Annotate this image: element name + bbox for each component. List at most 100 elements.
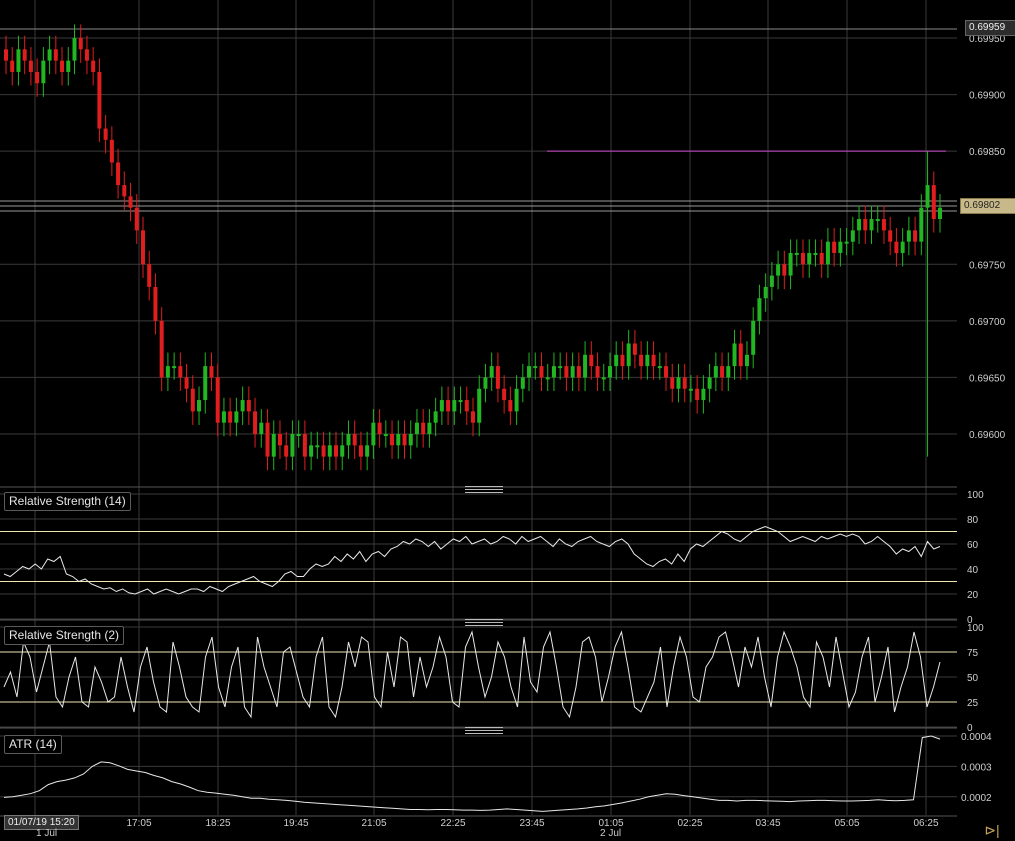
candle-body [91,60,96,72]
y-tick-label: 20 [967,590,979,601]
candle-body [564,366,569,378]
atr-title: ATR (14) [4,735,62,754]
candle-body [35,71,40,84]
rsi2-panel[interactable] [0,630,957,719]
candle-body [651,354,656,367]
y-tick-label: 100 [967,623,984,634]
candle-body [97,71,102,129]
candle-body [558,366,563,369]
y-tick-label: 0 [967,723,973,734]
candle-body [657,366,662,369]
candle-body [844,241,849,244]
candle-body [464,400,469,412]
candle-body [713,366,718,378]
candle-body [128,196,133,208]
candle-body [277,434,282,446]
candle-body [551,366,556,378]
candle-body [857,219,862,231]
candle-body [16,49,21,72]
candle-body [147,264,152,287]
date-label-2: 2 Jul [600,828,622,839]
cursor-time-label: 01/07/19 15:20 [4,815,79,830]
candle-body [813,252,818,255]
candle-body [271,434,276,457]
candle-body [421,422,426,434]
y-tick-label: 0.69700 [969,317,1006,328]
axis-labels: 17:05 18:25 19:45 21:05 22:25 23:45 01:05 02:25… [126,34,1005,829]
y-tick-label: 0 [967,615,973,626]
panel-splitter[interactable] [465,619,503,626]
rsi14-panel[interactable] [0,525,957,595]
candle-body [408,434,413,446]
y-tick-label: 0.0004 [961,732,992,743]
candle-body [427,422,432,434]
candle-body [302,434,307,457]
candle-body [888,230,893,242]
candle-body [483,377,488,389]
candle-body [688,388,693,391]
candle-body [165,366,170,378]
candle-body [720,366,725,378]
candle-body [334,445,339,457]
candle-body [203,366,208,401]
candle-body [776,264,781,276]
candle-body [863,219,868,231]
y-tick-label: 40 [967,565,979,576]
y-tick-label: 60 [967,540,979,551]
candle-body [296,434,301,436]
x-tick-label: 06:25 [913,818,938,829]
candle-body [477,388,482,423]
candle-body [471,411,475,423]
candle-body [726,366,731,378]
candle-body [832,241,837,253]
candle-body [290,434,295,457]
skip-to-end-icon[interactable]: ⊳| [984,822,1000,838]
candle-body [78,38,83,50]
candle-body [801,252,806,265]
y-tick-label: 0.0003 [961,762,992,773]
candle-body [782,264,787,276]
candle-body [184,377,189,389]
candle-body [489,366,494,378]
candle-body [197,400,202,412]
x-tick-label: 02:25 [677,818,702,829]
candle-body [172,366,177,369]
candle-body [66,60,71,72]
atr-panel[interactable] [3,735,941,812]
y-tick-label: 0.69950 [969,34,1006,45]
candle-body [315,445,320,448]
candle-body [22,49,27,61]
candle-body [900,241,905,253]
price-panel[interactable] [0,24,957,471]
candle-body [321,445,326,457]
candle-body [938,207,942,220]
candle-body [881,219,886,231]
candle-body [253,411,258,434]
candle-body [346,434,351,446]
candle-body [919,207,924,242]
candle-body [838,241,843,253]
candle-body [47,49,52,61]
panel-splitter[interactable] [465,486,503,493]
candle-body [352,434,357,446]
candle-body [788,252,793,276]
candle-body [632,343,637,355]
candle-body [695,388,700,401]
candle-body [153,286,158,321]
high-price-tag: 0.69959 [965,20,1015,36]
series-line [3,525,941,595]
candle-body [371,422,376,446]
candle-body [109,139,114,163]
candle-body [221,411,226,423]
candle-body [402,434,407,446]
panel-splitter[interactable] [465,727,503,734]
candle-body [458,400,463,403]
candle-body [502,388,507,401]
candle-body [794,252,799,255]
candle-body [309,445,314,457]
candle-body [595,366,600,378]
x-tick-label: 03:45 [755,818,780,829]
candle-body [850,230,855,242]
candle-body [614,354,619,367]
